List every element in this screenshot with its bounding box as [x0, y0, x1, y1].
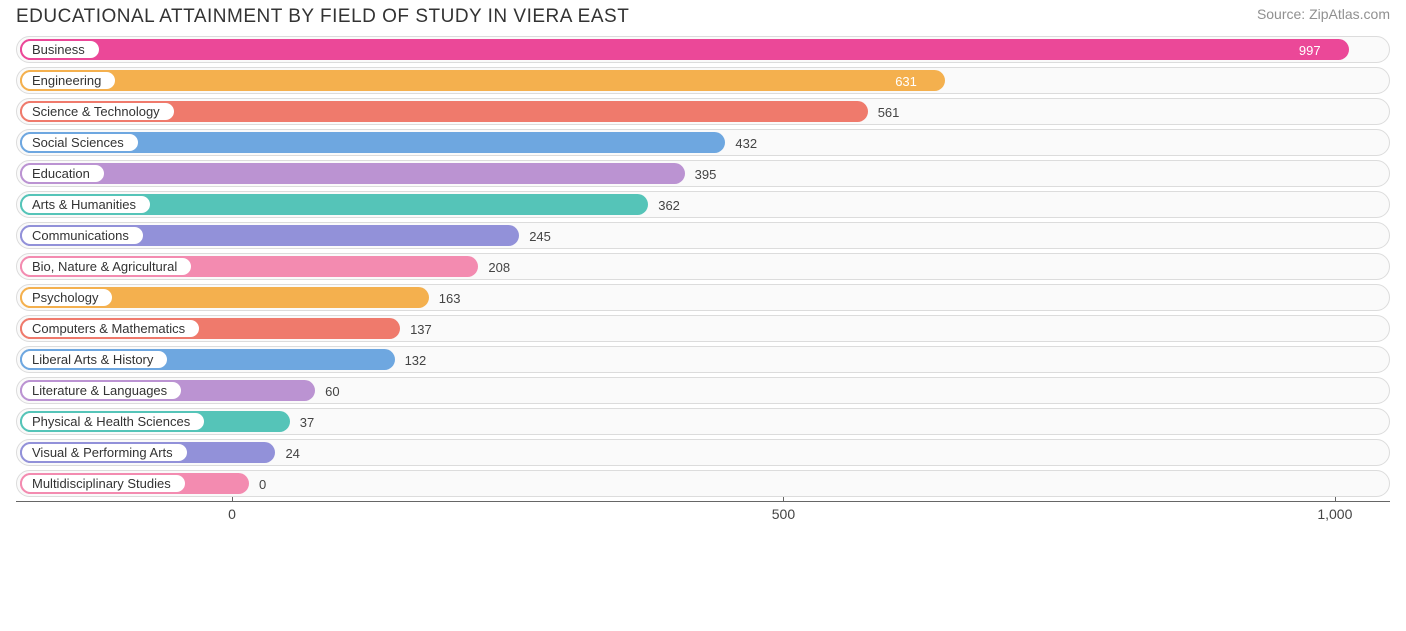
bar-row: Social Sciences 432: [16, 129, 1390, 156]
category-pill: Arts & Humanities: [20, 194, 152, 215]
category-pill: Multidisciplinary Studies: [20, 473, 187, 494]
bar-track: Visual & Performing Arts 24: [16, 439, 1390, 466]
bar-row: Computers & Mathematics 137: [16, 315, 1390, 342]
chart-header: EDUCATIONAL ATTAINMENT BY FIELD OF STUDY…: [0, 0, 1406, 28]
bar-row: Communications 245: [16, 222, 1390, 249]
bar-track: Literature & Languages 60: [16, 377, 1390, 404]
bar-track: Engineering 631: [16, 67, 1390, 94]
bar-row: Physical & Health Sciences 37: [16, 408, 1390, 435]
value-label: 60: [325, 378, 339, 405]
category-pill: Engineering: [20, 70, 117, 91]
value-label: 37: [300, 409, 314, 436]
category-pill: Social Sciences: [20, 132, 140, 153]
axis-tick-label: 1,000: [1317, 506, 1352, 522]
bar-row: Bio, Nature & Agricultural 208: [16, 253, 1390, 280]
x-axis: 0 500 1,000: [16, 501, 1390, 529]
category-pill: Literature & Languages: [20, 380, 183, 401]
bar-row: Liberal Arts & History 132: [16, 346, 1390, 373]
bar-row: Psychology 163: [16, 284, 1390, 311]
value-label: 245: [529, 223, 551, 250]
bar-track: Physical & Health Sciences 37: [16, 408, 1390, 435]
category-pill: Communications: [20, 225, 145, 246]
bar-track: Arts & Humanities 362: [16, 191, 1390, 218]
value-label: 208: [488, 254, 510, 281]
chart-title: EDUCATIONAL ATTAINMENT BY FIELD OF STUDY…: [16, 6, 629, 28]
bar-track: Psychology 163: [16, 284, 1390, 311]
bar-track: Business 997: [16, 36, 1390, 63]
axis-tick-label: 0: [228, 506, 236, 522]
bar-row: Literature & Languages 60: [16, 377, 1390, 404]
category-pill: Psychology: [20, 287, 114, 308]
bar-track: Science & Technology 561: [16, 98, 1390, 125]
value-label: 432: [735, 130, 757, 157]
bar-row: Visual & Performing Arts 24: [16, 439, 1390, 466]
value-label: 561: [878, 99, 900, 126]
bar-row: Business 997: [16, 36, 1390, 63]
category-pill: Liberal Arts & History: [20, 349, 169, 370]
value-label: 137: [410, 316, 432, 343]
bar-track: Liberal Arts & History 132: [16, 346, 1390, 373]
category-pill: Physical & Health Sciences: [20, 411, 206, 432]
bar-row: Multidisciplinary Studies 0: [16, 470, 1390, 497]
bar-track: Communications 245: [16, 222, 1390, 249]
bar-fill: [20, 39, 1349, 60]
value-label: 997: [1299, 37, 1321, 64]
value-label: 24: [285, 440, 299, 467]
bar-track: Multidisciplinary Studies 0: [16, 470, 1390, 497]
value-label: 163: [439, 285, 461, 312]
bar-track: Education 395: [16, 160, 1390, 187]
bar-row: Arts & Humanities 362: [16, 191, 1390, 218]
category-pill: Bio, Nature & Agricultural: [20, 256, 193, 277]
bar-fill: [20, 163, 685, 184]
bar-row: Engineering 631: [16, 67, 1390, 94]
category-pill: Business: [20, 39, 101, 60]
axis-tick-label: 500: [772, 506, 795, 522]
value-label: 395: [695, 161, 717, 188]
bar-track: Social Sciences 432: [16, 129, 1390, 156]
value-label: 132: [405, 347, 427, 374]
bar-fill: [20, 70, 945, 91]
chart-source: Source: ZipAtlas.com: [1257, 6, 1390, 22]
bar-row: Science & Technology 561: [16, 98, 1390, 125]
category-pill: Visual & Performing Arts: [20, 442, 189, 463]
axis-tick: [232, 497, 233, 502]
value-label: 0: [259, 471, 266, 498]
category-pill: Education: [20, 163, 106, 184]
axis-tick: [1335, 497, 1336, 502]
category-pill: Computers & Mathematics: [20, 318, 201, 339]
category-pill: Science & Technology: [20, 101, 176, 122]
value-label: 631: [895, 68, 917, 95]
value-label: 362: [658, 192, 680, 219]
bar-track: Computers & Mathematics 137: [16, 315, 1390, 342]
axis-tick: [783, 497, 784, 502]
bar-row: Education 395: [16, 160, 1390, 187]
bar-track: Bio, Nature & Agricultural 208: [16, 253, 1390, 280]
chart-plot-area: Business 997 Engineering 631 Science & Techn…: [0, 28, 1406, 497]
